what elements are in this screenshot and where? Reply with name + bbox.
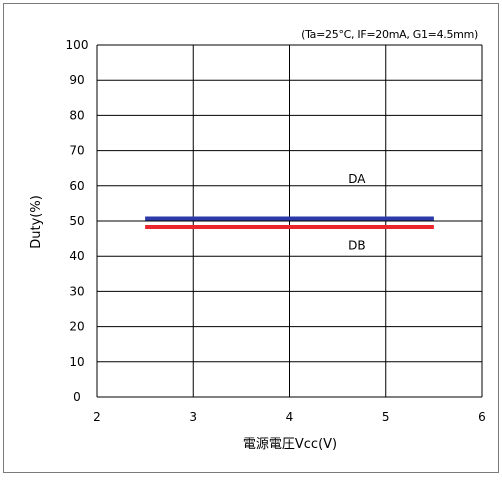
x-axis-title: 電源電圧Vcc(V): [243, 437, 337, 452]
x-tick-label: 2: [93, 410, 101, 424]
y-tick-label: 70: [69, 144, 84, 158]
x-tick-label: 5: [382, 410, 390, 424]
y-tick-label: 50: [69, 214, 84, 228]
y-tick-label: 100: [66, 38, 89, 52]
series-label-da: DA: [348, 172, 366, 186]
y-tick-label: 40: [69, 249, 84, 263]
y-tick-label: 60: [69, 179, 84, 193]
y-tick-label: 30: [69, 284, 84, 298]
y-tick-label: 0: [73, 390, 81, 404]
y-tick-label: 10: [69, 355, 84, 369]
series-lines: [145, 216, 434, 229]
x-tick-labels: 2 3 4 5 6: [93, 410, 486, 424]
y-tick-labels: 0 10 20 30 40 50 60 70 80 90 100: [66, 38, 89, 404]
condition-note: (Ta=25°C, IF=20mA, G1=4.5mm): [301, 28, 478, 41]
y-tick-label: 80: [69, 108, 84, 122]
x-tick-label: 3: [189, 410, 197, 424]
grid: [96, 44, 483, 398]
chart-frame: [3, 3, 499, 473]
y-tick-label: 90: [69, 73, 84, 87]
x-tick-label: 4: [286, 410, 294, 424]
series-label-db: DB: [348, 239, 365, 253]
y-tick-label: 20: [69, 320, 84, 334]
x-tick-label: 6: [478, 410, 486, 424]
series-labels: DA DB: [348, 172, 366, 253]
y-axis-title: Duty(%): [29, 195, 44, 249]
